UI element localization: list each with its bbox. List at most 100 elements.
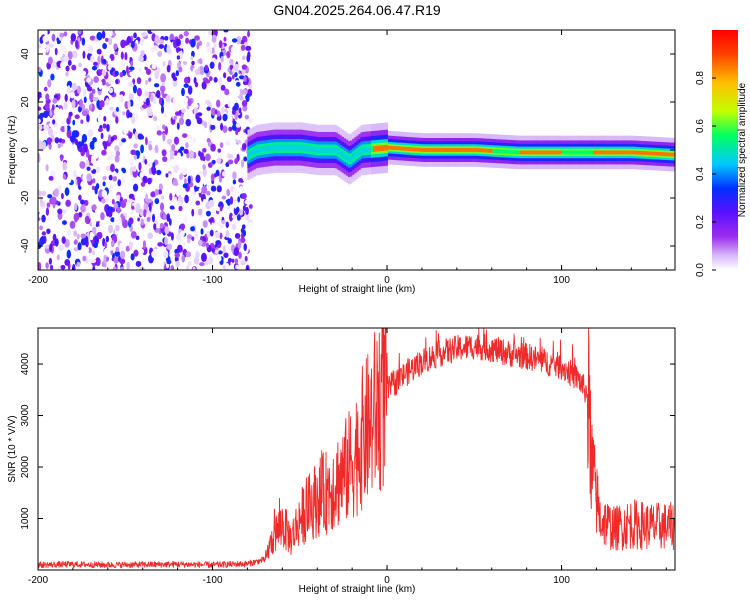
noise-speckle bbox=[148, 77, 152, 82]
noise-speckle bbox=[70, 33, 77, 42]
noise-speckle bbox=[187, 85, 193, 95]
noise-speckle bbox=[166, 44, 171, 55]
noise-speckle bbox=[95, 166, 101, 173]
noise-speckle bbox=[204, 64, 209, 71]
noise-speckle bbox=[77, 242, 82, 251]
noise-speckle bbox=[60, 61, 64, 69]
noise-speckle bbox=[43, 86, 48, 92]
track-cell bbox=[641, 151, 644, 155]
track-cell bbox=[402, 146, 405, 151]
noise-speckle bbox=[139, 98, 143, 106]
noise-speckle bbox=[219, 142, 224, 149]
noise-speckle bbox=[91, 204, 97, 211]
noise-speckle bbox=[144, 79, 149, 85]
noise-speckle bbox=[223, 72, 227, 79]
track-cell bbox=[664, 152, 667, 157]
noise-speckle bbox=[119, 71, 124, 78]
noise-speckle bbox=[175, 260, 181, 268]
track-cell bbox=[335, 147, 338, 154]
noise-speckle bbox=[80, 199, 85, 205]
noise-speckle bbox=[128, 81, 134, 88]
track-cell bbox=[586, 150, 589, 155]
noise-speckle bbox=[74, 114, 80, 120]
noise-speckle bbox=[60, 154, 64, 162]
noise-speckle bbox=[193, 107, 198, 116]
noise-speckle bbox=[237, 214, 241, 221]
track-cell bbox=[655, 151, 659, 156]
noise-speckle bbox=[217, 148, 222, 153]
noise-speckle bbox=[162, 156, 168, 162]
track-cell bbox=[274, 144, 277, 151]
track-cell bbox=[417, 147, 420, 152]
track-cell bbox=[636, 150, 640, 155]
noise-speckle bbox=[139, 36, 145, 46]
track-cell bbox=[525, 150, 529, 155]
noise-speckle bbox=[89, 140, 96, 150]
track-cell bbox=[479, 148, 483, 153]
noise-speckle bbox=[153, 45, 158, 51]
noise-speckle bbox=[82, 255, 87, 262]
track-cell bbox=[530, 150, 533, 155]
track-cell bbox=[471, 148, 474, 152]
noise-speckle bbox=[239, 186, 243, 194]
noise-speckle bbox=[96, 231, 103, 240]
noise-speckle bbox=[176, 122, 180, 130]
noise-speckle bbox=[139, 135, 145, 140]
noise-speckle bbox=[154, 83, 160, 88]
noise-speckle bbox=[39, 97, 45, 106]
noise-speckle bbox=[124, 52, 128, 61]
noise-speckle bbox=[191, 236, 195, 241]
noise-speckle bbox=[53, 106, 60, 116]
noise-speckle bbox=[89, 92, 94, 102]
noise-speckle bbox=[169, 193, 173, 201]
noise-speckle bbox=[221, 195, 227, 200]
noise-speckle bbox=[204, 121, 208, 129]
track-cell bbox=[262, 146, 265, 153]
x-tick-label: 0 bbox=[384, 275, 390, 286]
noise-speckle bbox=[187, 175, 191, 184]
noise-speckle bbox=[242, 205, 246, 212]
noise-speckle bbox=[66, 249, 72, 259]
noise-speckle bbox=[105, 197, 109, 203]
noise-speckle bbox=[47, 127, 54, 137]
noise-speckle bbox=[46, 228, 51, 235]
track-cell bbox=[320, 147, 324, 153]
noise-speckle bbox=[71, 64, 77, 71]
noise-speckle bbox=[243, 76, 247, 82]
track-cell bbox=[280, 144, 284, 151]
noise-speckle bbox=[128, 112, 133, 118]
noise-speckle bbox=[63, 55, 69, 62]
track-cell bbox=[496, 149, 499, 154]
noise-speckle bbox=[117, 179, 122, 187]
noise-speckle bbox=[173, 106, 179, 113]
noise-speckle bbox=[166, 64, 171, 73]
noise-speckle bbox=[244, 255, 248, 262]
noise-speckle bbox=[128, 217, 134, 225]
colorbar-axis: 0.0 0.2 0.4 0.6 0.8 bbox=[695, 71, 716, 277]
noise-speckle bbox=[100, 198, 106, 204]
snr-panel: -200 -100 0 100 1000 2000 3000 4000 Height of … bbox=[7, 327, 676, 595]
noise-speckle bbox=[177, 99, 181, 109]
track-cell bbox=[329, 147, 332, 153]
track-cell bbox=[456, 148, 460, 152]
noise-speckle bbox=[214, 231, 221, 239]
noise-speckle bbox=[164, 126, 169, 136]
noise-speckle bbox=[226, 76, 232, 83]
noise-speckle bbox=[150, 94, 154, 102]
track-cell bbox=[536, 150, 539, 155]
noise-speckle bbox=[46, 216, 52, 222]
noise-speckle bbox=[161, 166, 165, 174]
noise-speckle bbox=[244, 114, 250, 120]
noise-speckle bbox=[229, 58, 234, 66]
track-cell bbox=[639, 150, 642, 155]
noise-speckle bbox=[178, 117, 185, 125]
track-cell bbox=[626, 150, 629, 155]
y-tick-label: 0 bbox=[20, 147, 31, 153]
track-cell bbox=[331, 147, 334, 153]
track-cell bbox=[502, 149, 506, 154]
track-cell bbox=[356, 150, 359, 157]
noise-speckle bbox=[206, 106, 211, 111]
noise-speckle bbox=[162, 60, 166, 67]
track-cell bbox=[266, 145, 269, 152]
noise-speckle bbox=[227, 257, 233, 263]
